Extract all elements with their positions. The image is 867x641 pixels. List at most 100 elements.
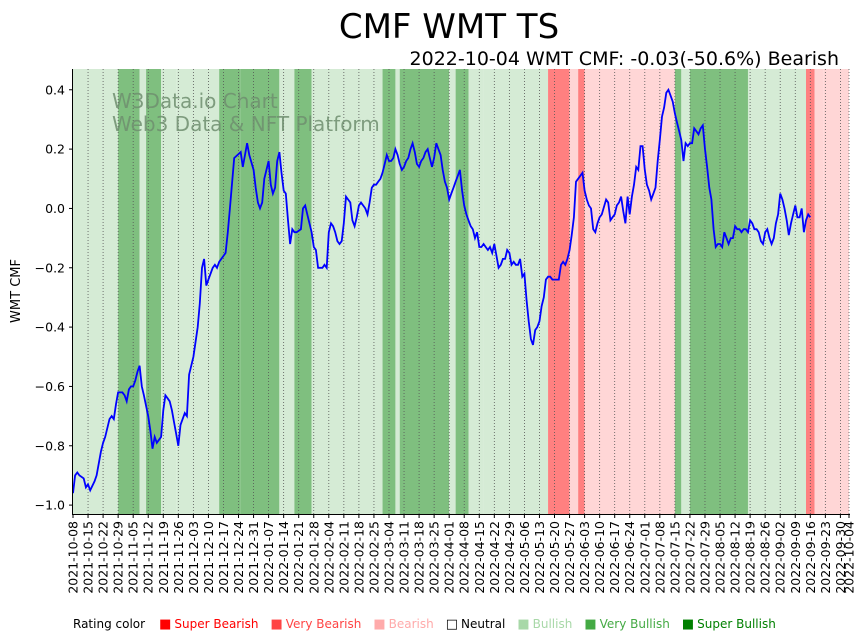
x-tick-label: 2022-04-08 bbox=[457, 521, 472, 594]
x-tick-label: 2021-11-05 bbox=[126, 521, 141, 594]
x-tick-label: 2022-06-03 bbox=[577, 521, 592, 594]
legend-label: Neutral bbox=[461, 617, 506, 631]
x-tick-label: 2022-04-22 bbox=[487, 521, 502, 594]
x-tick-label: 2022-08-26 bbox=[758, 521, 773, 594]
legend-label: Super Bullish bbox=[697, 617, 776, 631]
x-tick-label: 2022-01-07 bbox=[261, 521, 276, 594]
band-very-bullish bbox=[689, 69, 748, 514]
y-tick-label: −0.4 bbox=[35, 320, 65, 335]
x-tick-label: 2022-05-20 bbox=[547, 521, 562, 594]
watermark-line-2: Web3 Data & NFT Platform bbox=[112, 112, 380, 136]
x-tick-label: 2022-09-16 bbox=[803, 521, 818, 594]
x-axis-ticks: 2021-10-08 2021-10-15 2021-10-22 2021-10-29… bbox=[66, 514, 857, 594]
band-bullish bbox=[311, 69, 383, 514]
x-tick-label: 2022-09-23 bbox=[818, 521, 833, 594]
legend-title: Rating color bbox=[73, 617, 146, 631]
band-bearish bbox=[814, 69, 824, 514]
y-tick-label: −0.6 bbox=[35, 379, 65, 394]
x-tick-label: 2022-02-18 bbox=[351, 521, 366, 594]
x-tick-label: 2022-06-24 bbox=[622, 521, 637, 594]
legend-item-super-bearish: ■ Super Bearish bbox=[159, 617, 258, 632]
x-tick-label: 2021-10-22 bbox=[96, 521, 111, 594]
legend-label: Super Bearish bbox=[174, 617, 259, 631]
y-tick-label: 0.4 bbox=[45, 82, 65, 97]
legend-item-very-bullish: ■ Very Bullish bbox=[584, 617, 670, 632]
x-tick-label: 2022-01-21 bbox=[291, 521, 306, 594]
y-axis-label: WMT CMF bbox=[9, 259, 24, 323]
x-tick-label: 2021-12-31 bbox=[246, 521, 261, 594]
x-tick-label: 2022-05-13 bbox=[532, 521, 547, 594]
x-tick-label: 2022-08-19 bbox=[743, 521, 758, 594]
y-tick-label: −0.8 bbox=[35, 438, 65, 453]
legend-swatch: ■ bbox=[681, 617, 695, 632]
x-tick-label: 2021-10-08 bbox=[66, 521, 81, 594]
band-bullish bbox=[681, 69, 690, 514]
x-tick-label: 2022-07-15 bbox=[667, 521, 682, 594]
x-tick-label: 2022-07-29 bbox=[697, 521, 712, 594]
x-tick-label: 2022-04-29 bbox=[502, 521, 517, 594]
legend-items: ■ Super Bearish ■ Very Bearish ■ Bearish □ Neut… bbox=[159, 617, 788, 632]
band-bearish bbox=[823, 69, 849, 514]
x-tick-label: 2022-08-05 bbox=[713, 521, 728, 594]
legend-label: Bearish bbox=[388, 617, 434, 631]
vertical-gridlines bbox=[87, 69, 850, 514]
legend-label: Very Bullish bbox=[599, 617, 670, 631]
band-bullish bbox=[73, 69, 119, 514]
x-tick-label: 2021-11-19 bbox=[156, 521, 171, 594]
legend-swatch: □ bbox=[445, 617, 459, 632]
legend-item-bullish: ■ Bullish bbox=[517, 617, 572, 632]
x-tick-label: 2022-02-04 bbox=[321, 521, 336, 594]
band-very-bullish bbox=[118, 69, 140, 514]
x-tick-label: 2021-12-10 bbox=[201, 521, 216, 594]
x-tick-label: 2022-03-18 bbox=[412, 521, 427, 594]
x-tick-label: 2021-10-29 bbox=[111, 521, 126, 594]
chart-subtitle: 2022-10-04 WMT CMF: -0.03(-50.6%) Bearis… bbox=[410, 48, 839, 70]
x-tick-label: 2022-07-22 bbox=[682, 521, 697, 594]
x-tick-label: 2022-02-25 bbox=[366, 521, 381, 594]
legend-item-bearish: ■ Bearish bbox=[373, 617, 433, 632]
band-very-bullish bbox=[399, 69, 450, 514]
legend-swatch: ■ bbox=[584, 617, 597, 632]
band-very-bullish bbox=[455, 69, 469, 514]
band-bullish bbox=[449, 69, 456, 514]
x-tick-label: 2022-03-25 bbox=[427, 521, 442, 594]
legend-label: Very Bearish bbox=[285, 617, 362, 631]
x-tick-label: 2022-06-10 bbox=[592, 521, 607, 594]
band-bullish bbox=[747, 69, 807, 514]
legend-item-super-bullish: ■ Super Bullish bbox=[682, 617, 776, 632]
band-bullish bbox=[483, 69, 549, 514]
legend-item-very-bearish: ■ Very Bearish bbox=[270, 617, 361, 632]
band-very-bullish bbox=[146, 69, 162, 514]
legend-item-neutral: □ Neutral bbox=[446, 617, 506, 632]
x-tick-label: 2022-03-11 bbox=[397, 521, 412, 594]
chart-title: CMF WMT TS bbox=[339, 7, 559, 47]
x-tick-label: 2022-01-14 bbox=[276, 521, 291, 594]
x-tick-label: 2022-07-01 bbox=[637, 521, 652, 594]
band-very-bearish bbox=[548, 69, 570, 514]
x-tick-label: 2021-11-12 bbox=[141, 521, 156, 594]
x-tick-label: 2022-04-01 bbox=[442, 521, 457, 594]
legend-label: Bullish bbox=[532, 617, 573, 631]
x-tick-label: 2022-03-04 bbox=[381, 521, 396, 594]
band-bullish bbox=[139, 69, 147, 514]
y-tick-label: −0.2 bbox=[35, 260, 65, 275]
x-tick-label: 2022-05-06 bbox=[517, 521, 532, 594]
y-tick-label: −1.0 bbox=[35, 498, 65, 513]
x-tick-label: 2021-12-17 bbox=[216, 521, 231, 594]
cmf-series-line bbox=[72, 87, 812, 494]
x-tick-label: 2021-11-26 bbox=[171, 521, 186, 594]
x-tick-label: 2021-12-03 bbox=[186, 521, 201, 594]
x-tick-label: 2022-09-30 bbox=[833, 521, 848, 594]
band-bullish bbox=[176, 69, 220, 514]
band-bearish bbox=[569, 69, 579, 514]
x-tick-label: 2022-10-04 bbox=[842, 521, 857, 594]
legend-swatch: ■ bbox=[517, 617, 530, 632]
rating-legend: Rating color ■ Super Bearish ■ Very Bearish… bbox=[73, 617, 788, 632]
band-bullish bbox=[395, 69, 400, 514]
x-tick-label: 2022-09-09 bbox=[788, 521, 803, 594]
watermark: W3Data.io Chart Web3 Data & NFT Platform bbox=[112, 89, 380, 136]
legend-swatch: ■ bbox=[159, 617, 172, 632]
band-very-bullish bbox=[674, 69, 682, 514]
x-tick-label: 2022-07-08 bbox=[652, 521, 667, 594]
